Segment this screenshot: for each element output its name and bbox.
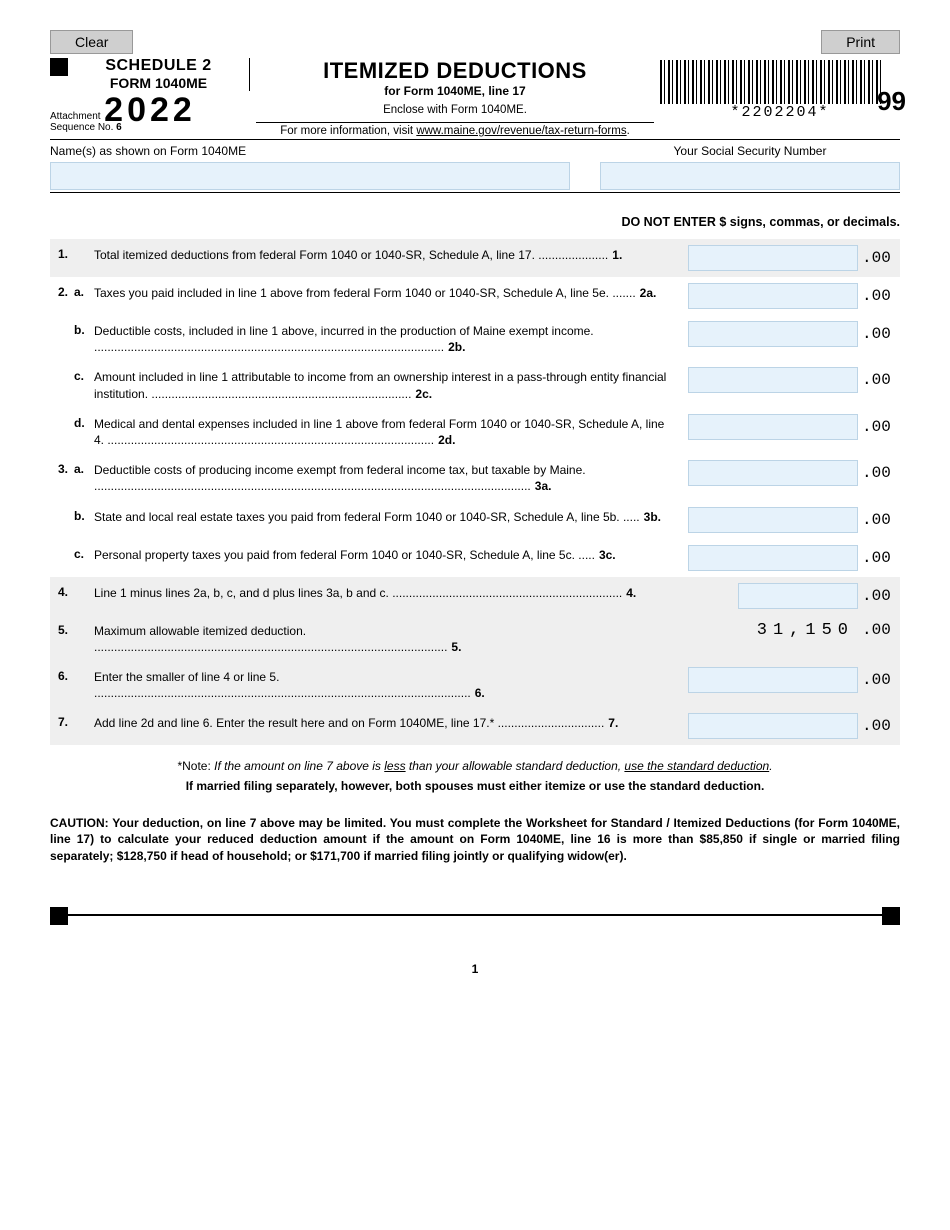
line-6-amount[interactable] <box>688 667 858 693</box>
line-2b: b. Deductible costs, included in line 1 … <box>50 315 900 361</box>
footnote-2: If married filing separately, however, b… <box>50 779 900 793</box>
line-2d: d. Medical and dental expenses included … <box>50 408 900 454</box>
line-2a: 2. a. Taxes you paid included in line 1 … <box>50 277 900 315</box>
corner-mark-top-left <box>50 58 68 76</box>
line-2a-amount[interactable] <box>688 283 858 309</box>
footnote: *Note: If the amount on line 7 above is … <box>50 759 900 773</box>
line-3a-amount[interactable] <box>688 460 858 486</box>
enclose-note: Enclose with Form 1040ME. <box>256 104 654 116</box>
corner-number: 99 <box>877 86 906 117</box>
line-1-amount[interactable] <box>688 245 858 271</box>
line-4: 4. Line 1 minus lines 2a, b, c, and d pl… <box>50 577 900 615</box>
form-header: SCHEDULE 2 FORM 1040ME Attachment Sequen… <box>50 56 900 140</box>
line-3b: b. State and local real estate taxes you… <box>50 501 900 539</box>
ssn-input[interactable] <box>600 162 900 190</box>
page-number: 1 <box>50 962 900 976</box>
line-2c: c. Amount included in line 1 attributabl… <box>50 361 900 407</box>
schedule-label: SCHEDULE 2 <box>72 58 250 75</box>
corner-mark-bottom-right <box>882 907 900 925</box>
line-2b-amount[interactable] <box>688 321 858 347</box>
attachment-seq: Attachment Sequence No. 6 <box>50 111 122 133</box>
form-title: ITEMIZED DEDUCTIONS <box>256 58 654 84</box>
more-info: For more information, visit www.maine.go… <box>256 122 654 137</box>
line-3c: c. Personal property taxes you paid from… <box>50 539 900 577</box>
line-3a: 3. a. Deductible costs of producing inco… <box>50 454 900 500</box>
line-2c-amount[interactable] <box>688 367 858 393</box>
clear-button[interactable]: Clear <box>50 30 133 54</box>
name-label: Name(s) as shown on Form 1040ME <box>50 144 570 158</box>
print-button[interactable]: Print <box>821 30 900 54</box>
ssn-label: Your Social Security Number <box>600 144 900 158</box>
entry-instruction: DO NOT ENTER $ signs, commas, or decimal… <box>50 215 900 229</box>
barcode-text: *2202204* <box>660 104 900 121</box>
line-1: 1. Total itemized deductions from federa… <box>50 239 900 277</box>
form-ref: FORM 1040ME <box>72 75 250 91</box>
form-subtitle: for Form 1040ME, line 17 <box>256 84 654 98</box>
line-2d-amount[interactable] <box>688 414 858 440</box>
line-3b-amount[interactable] <box>688 507 858 533</box>
line-3c-amount[interactable] <box>688 545 858 571</box>
name-input[interactable] <box>50 162 570 190</box>
line-7: 7. Add line 2d and line 6. Enter the res… <box>50 707 900 745</box>
bottom-rule <box>50 914 900 934</box>
line-6: 6. Enter the smaller of line 4 or line 5… <box>50 661 900 707</box>
line-7-amount[interactable] <box>688 713 858 739</box>
line-5-amount: 31,150 <box>688 621 858 640</box>
corner-mark-bottom-left <box>50 907 68 925</box>
barcode <box>660 60 884 104</box>
line-5: 5. Maximum allowable itemized deduction.… <box>50 615 900 661</box>
line-4-amount[interactable] <box>738 583 858 609</box>
caution-text: CAUTION: Your deduction, on line 7 above… <box>50 815 900 864</box>
more-info-link[interactable]: www.maine.gov/revenue/tax-return-forms <box>416 125 626 137</box>
